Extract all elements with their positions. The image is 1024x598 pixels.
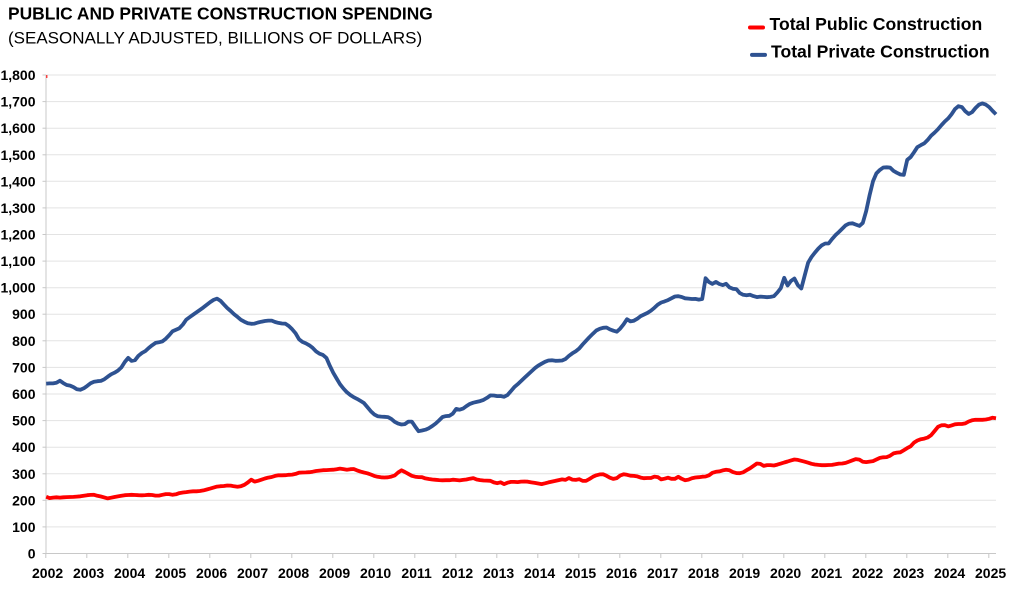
svg-text:0: 0	[28, 546, 36, 562]
svg-text:900: 900	[12, 306, 36, 322]
svg-text:Total Public Construction: Total Public Construction	[770, 14, 983, 34]
svg-text:Total Private Construction: Total Private Construction	[771, 41, 990, 61]
svg-text:2018: 2018	[688, 565, 719, 581]
svg-text:2017: 2017	[647, 565, 678, 581]
svg-text:1,500: 1,500	[0, 147, 35, 163]
svg-text:600: 600	[12, 386, 36, 402]
svg-text:700: 700	[12, 359, 36, 375]
svg-text:2025: 2025	[975, 565, 1006, 581]
svg-text:1,800: 1,800	[0, 67, 35, 83]
svg-text:2021: 2021	[811, 565, 842, 581]
svg-text:2008: 2008	[278, 565, 309, 581]
svg-text:PUBLIC AND PRIVATE CONSTRUCTIO: PUBLIC AND PRIVATE CONSTRUCTION SPENDING	[8, 4, 433, 24]
svg-text:2011: 2011	[401, 565, 432, 581]
svg-text:2014: 2014	[524, 565, 555, 581]
svg-text:2009: 2009	[319, 565, 350, 581]
svg-text:2019: 2019	[729, 565, 760, 581]
svg-text:1,200: 1,200	[0, 227, 35, 243]
svg-text:2004: 2004	[114, 565, 145, 581]
svg-text:2020: 2020	[770, 565, 801, 581]
svg-text:300: 300	[12, 466, 36, 482]
svg-text:100: 100	[12, 519, 36, 535]
svg-text:500: 500	[12, 413, 36, 429]
svg-text:1,300: 1,300	[0, 200, 35, 216]
svg-text:2010: 2010	[360, 565, 391, 581]
svg-text:2023: 2023	[893, 565, 924, 581]
svg-text:1,000: 1,000	[0, 280, 35, 296]
svg-text:2003: 2003	[73, 565, 104, 581]
svg-text:1,700: 1,700	[0, 94, 35, 110]
svg-text:400: 400	[12, 439, 36, 455]
svg-text:2005: 2005	[155, 565, 186, 581]
svg-text:2015: 2015	[565, 565, 596, 581]
svg-text:2024: 2024	[934, 565, 965, 581]
svg-text:2022: 2022	[852, 565, 883, 581]
svg-text:200: 200	[12, 492, 36, 508]
svg-text:1,100: 1,100	[0, 253, 35, 269]
svg-text:2013: 2013	[483, 565, 514, 581]
svg-text:2006: 2006	[196, 565, 227, 581]
svg-text:800: 800	[12, 333, 36, 349]
svg-text:2016: 2016	[606, 565, 637, 581]
svg-text:2002: 2002	[32, 565, 63, 581]
svg-text:(SEASONALLY ADJUSTED, BILLIONS: (SEASONALLY ADJUSTED, BILLIONS OF DOLLAR…	[8, 29, 422, 48]
svg-text:2007: 2007	[237, 565, 268, 581]
svg-text:1,600: 1,600	[0, 120, 35, 136]
svg-text:2012: 2012	[442, 565, 473, 581]
svg-text:1,400: 1,400	[0, 173, 35, 189]
